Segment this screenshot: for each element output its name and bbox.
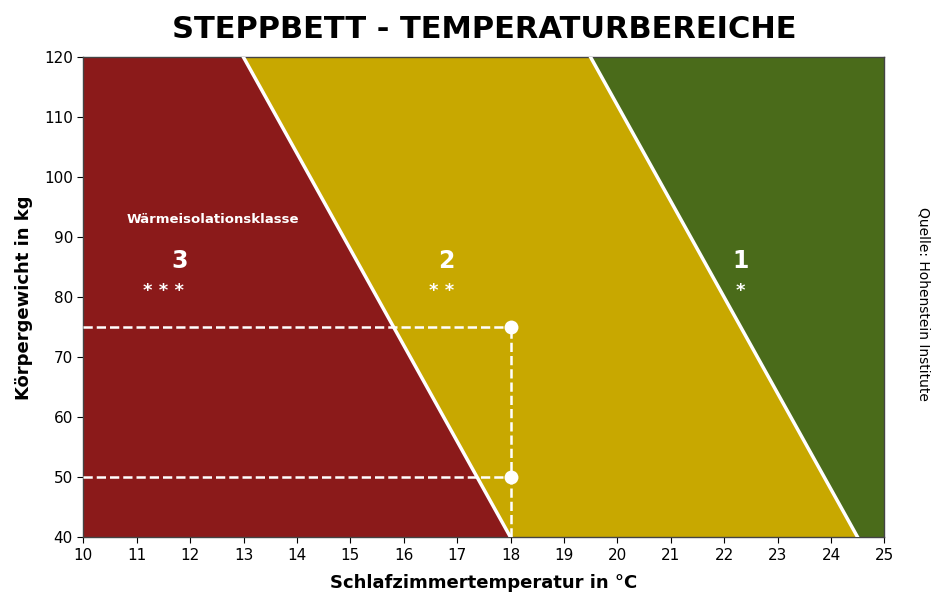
Y-axis label: Körpergewicht in kg: Körpergewicht in kg: [15, 195, 33, 399]
Text: * * *: * * *: [143, 282, 184, 300]
Text: * *: * *: [429, 282, 454, 300]
Polygon shape: [243, 58, 858, 537]
Text: 1: 1: [732, 249, 748, 274]
Text: *: *: [736, 282, 745, 300]
Title: STEPPBETT - TEMPERATURBEREICHE: STEPPBETT - TEMPERATURBEREICHE: [171, 15, 796, 44]
Text: 2: 2: [438, 249, 455, 274]
Polygon shape: [83, 58, 510, 537]
X-axis label: Schlafzimmertemperatur in °C: Schlafzimmertemperatur in °C: [331, 574, 637, 592]
Text: 3: 3: [171, 249, 188, 274]
Text: Wärmeisolationsklasse: Wärmeisolationsklasse: [126, 213, 298, 226]
Text: Quelle: Hohenstein Institute: Quelle: Hohenstein Institute: [917, 206, 930, 401]
Polygon shape: [591, 58, 884, 537]
